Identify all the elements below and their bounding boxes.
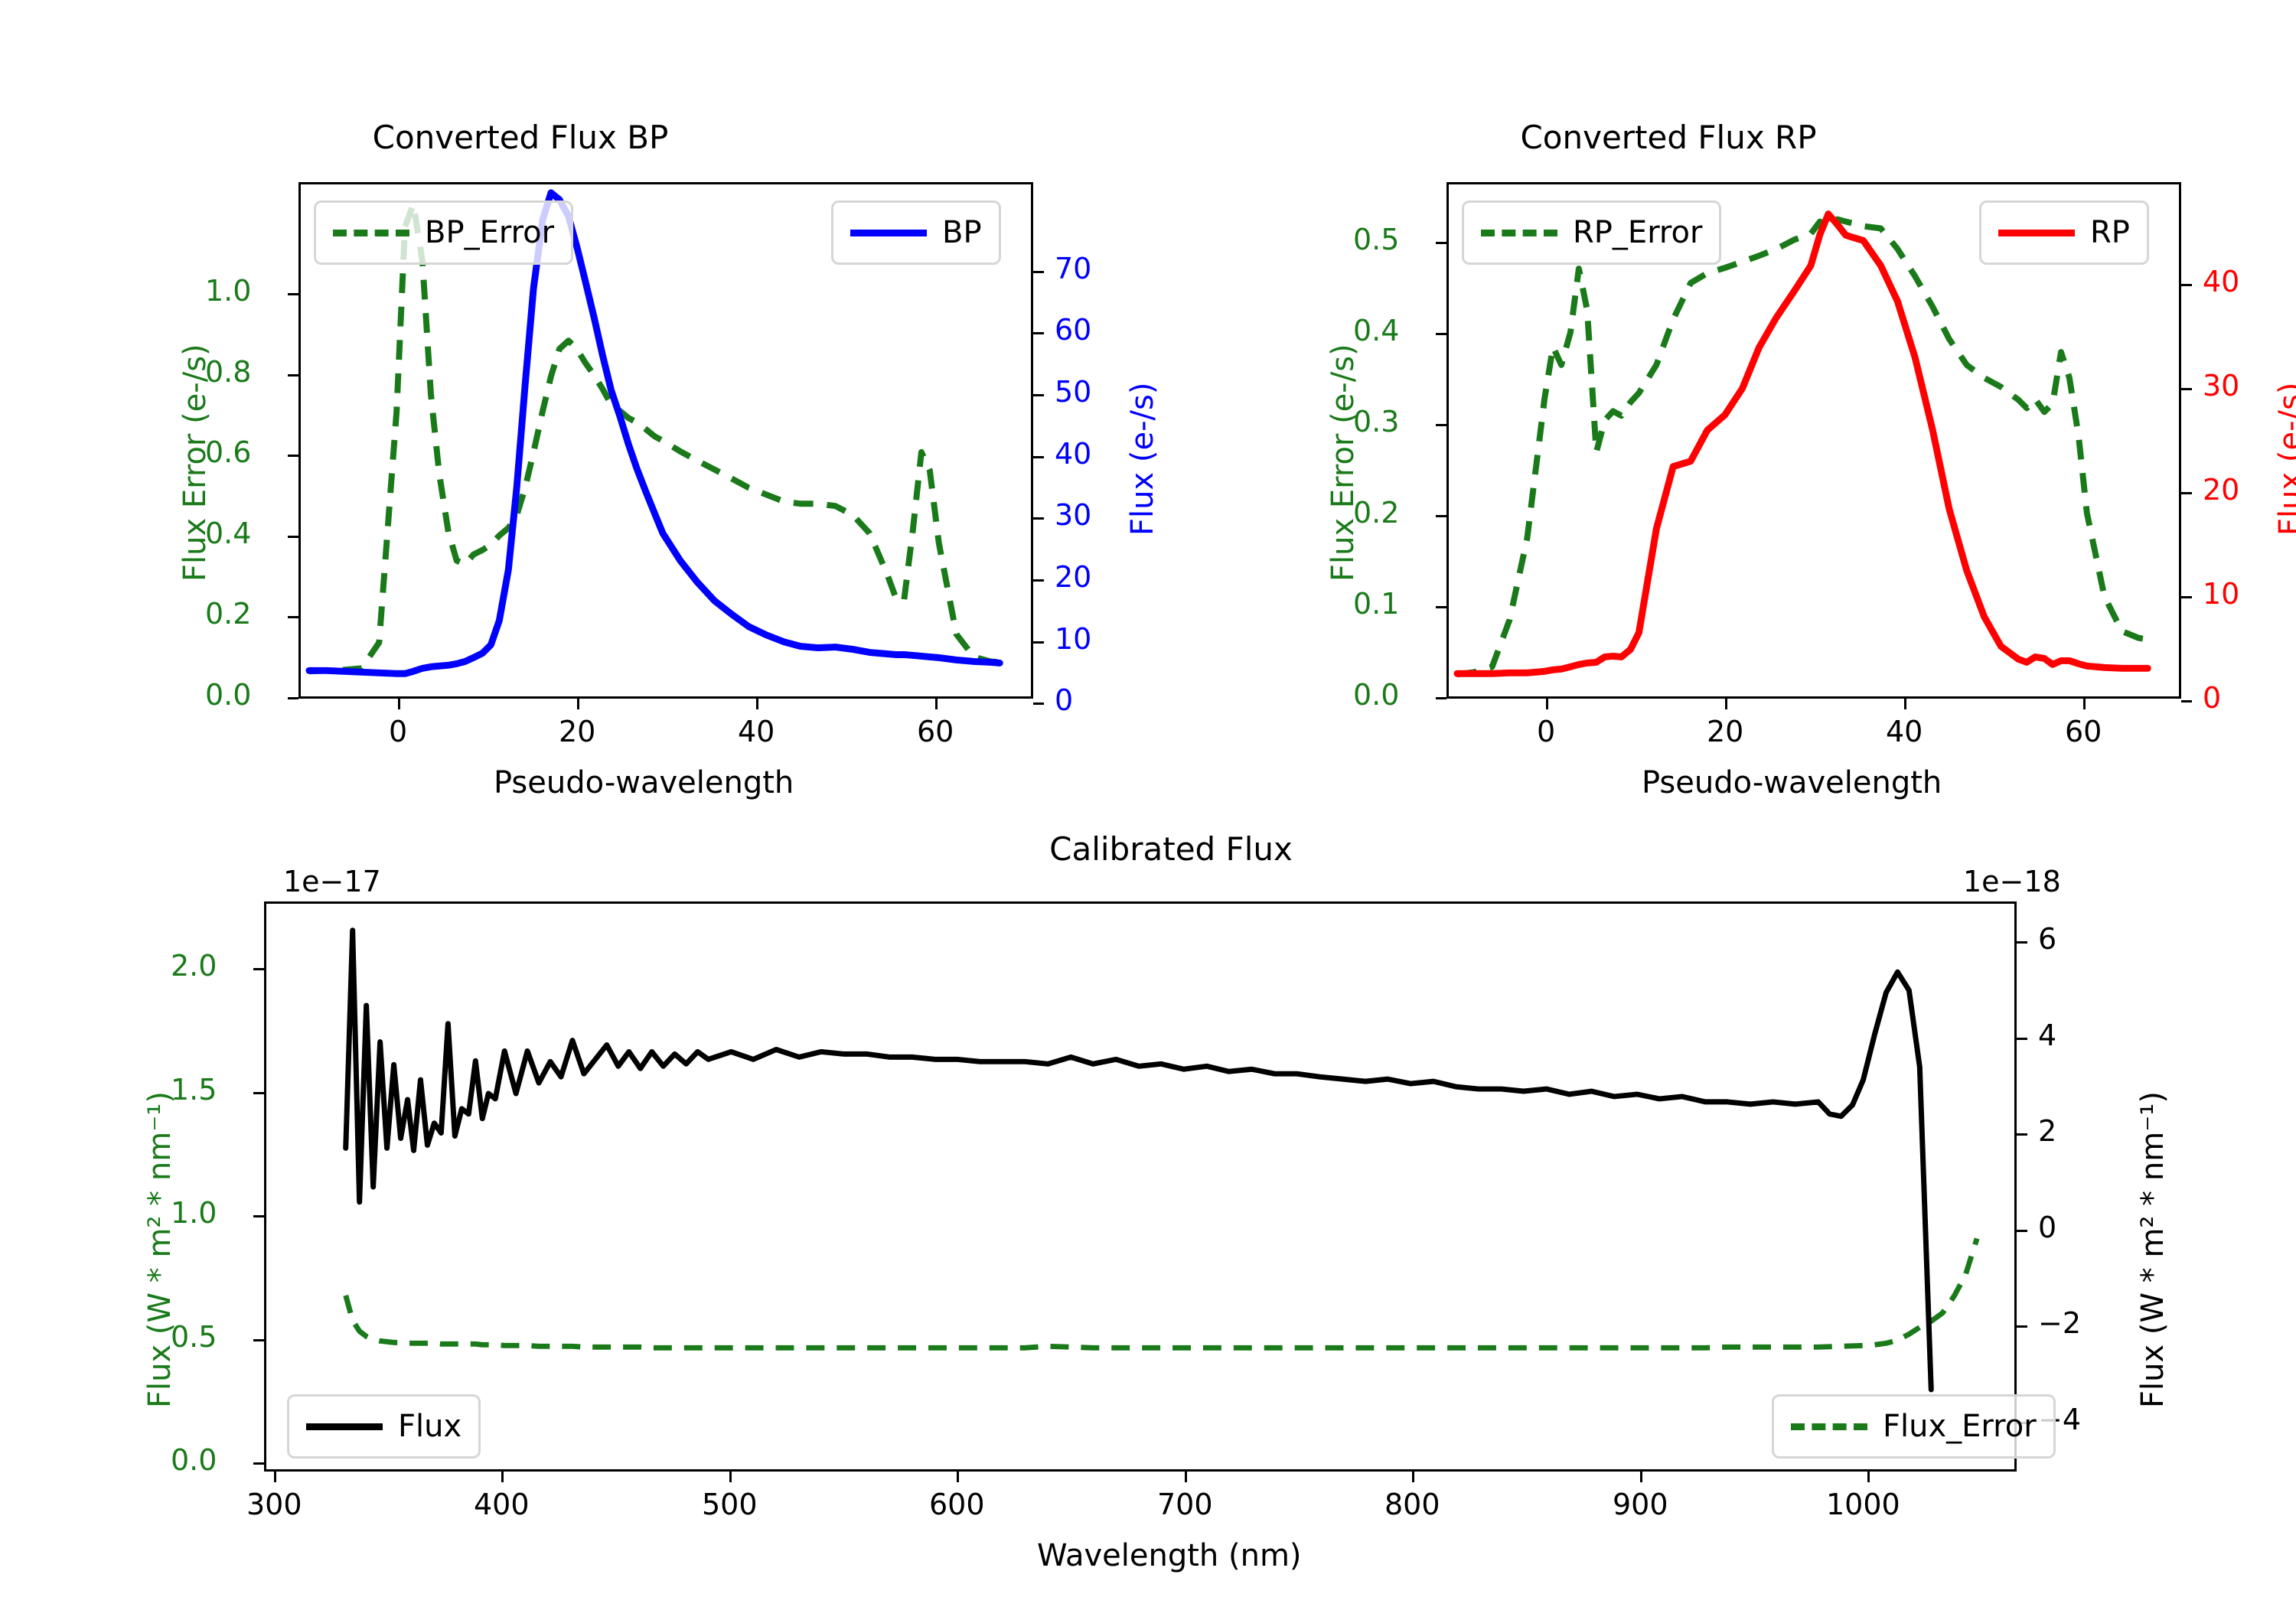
calibrated-ytick-left-0: 0.0 [171, 1443, 217, 1477]
rp-error-legend[interactable]: RP_Error [1462, 200, 1722, 265]
calibrated-xtick-1: 400 [474, 1488, 530, 1521]
calibrated-ytick-right-4: 4 [2038, 1019, 2057, 1052]
rp-xaxis-label: Pseudo-wavelength [1642, 765, 1942, 800]
bp-ytick-right-4: 40 [1055, 437, 1092, 471]
rp-ytick-left-1: 0.1 [1353, 587, 1400, 621]
calibrated-xtick-2: 500 [702, 1488, 758, 1521]
bp-error-line [308, 200, 1000, 675]
bp-axes [298, 182, 1033, 699]
rp-ytick-left-4: 0.4 [1353, 314, 1400, 347]
bp-ytick-left-1: 0.2 [205, 597, 252, 631]
rp-legend-label: RP [2090, 215, 2130, 250]
calibrated-ytick-left-2: 1.0 [171, 1196, 217, 1230]
rp-ytick-right-0: 0 [2203, 681, 2222, 715]
bp-plot-title: Converted Flux BP [372, 119, 669, 156]
bp-xtick-0: 0 [389, 715, 408, 748]
rp-ytick-left-2: 0.2 [1353, 496, 1400, 530]
calibrated-left-offset-text: 1e−17 [283, 865, 381, 898]
rp-ytick-right-1: 10 [2203, 577, 2240, 611]
calibrated-ytick-left-1: 0.5 [171, 1320, 217, 1354]
calibrated-ytick-left-3: 1.5 [171, 1073, 217, 1107]
bp-error-legend[interactable]: BP_Error [314, 200, 574, 265]
bp-yaxis-left-label: Flux Error (e-/s) [178, 344, 213, 582]
calibrated-plot-title: Calibrated Flux [1049, 830, 1293, 868]
bp-ytick-left-5: 1.0 [205, 274, 252, 308]
calibrated-xaxis-label: Wavelength (nm) [1037, 1538, 1302, 1573]
calibrated-ytick-right-1: −2 [2038, 1306, 2082, 1340]
calibrated-axes [264, 901, 2017, 1472]
bp-ytick-right-1: 10 [1055, 622, 1092, 656]
rp-ytick-left-0: 0.0 [1353, 678, 1400, 712]
rp-plot-title: Converted Flux RP [1520, 119, 1817, 156]
bp-ytick-left-3: 0.6 [205, 435, 252, 469]
rp-error-legend-swatch [1481, 229, 1557, 236]
calibrated-flux-error-legend-label: Flux_Error [1883, 1409, 2037, 1444]
rp-legend[interactable]: RP [1979, 200, 2149, 265]
bp-legend-swatch [850, 229, 927, 236]
rp-xtick-1: 20 [1707, 715, 1744, 748]
calibrated-xtick-0: 300 [246, 1488, 302, 1521]
bp-xaxis-label: Pseudo-wavelength [494, 765, 794, 800]
calibrated-xtick-3: 600 [929, 1488, 985, 1521]
calibrated-ytick-left-4: 2.0 [171, 949, 217, 983]
calibrated-flux-legend-label: Flux [398, 1409, 462, 1444]
rp-error-legend-label: RP_Error [1573, 215, 1703, 250]
calibrated-xtick-7: 1000 [1826, 1488, 1900, 1521]
calibrated-ytick-right-2: 0 [2038, 1211, 2057, 1244]
rp-ytick-right-2: 20 [2203, 473, 2240, 507]
rp-ytick-right-4: 40 [2203, 265, 2240, 298]
calibrated-flux-line [343, 927, 1934, 1393]
calibrated-xtick-5: 800 [1384, 1488, 1440, 1521]
calibrated-yaxis-left-label: Flux (W * m² * nm⁻¹) [142, 1091, 178, 1408]
bp-ytick-right-7: 70 [1055, 252, 1092, 285]
panel-converted-flux-rp: Converted Flux RP 0.0 0.1 0.2 0.3 0.4 0.… [1148, 0, 2296, 804]
calibrated-ytick-right-5: 6 [2038, 922, 2057, 956]
calibrated-ytick-right-3: 2 [2038, 1114, 2057, 1148]
rp-yaxis-right-label: Flux (e-/s) [2273, 382, 2296, 536]
rp-error-line [1456, 216, 2148, 678]
bp-ytick-right-6: 60 [1055, 313, 1092, 347]
bp-ytick-right-3: 30 [1055, 498, 1092, 532]
bp-ytick-left-0: 0.0 [205, 678, 252, 712]
bp-ytick-right-0: 0 [1055, 683, 1074, 717]
calibrated-plot-lines [343, 927, 1980, 1393]
bp-ytick-right-2: 20 [1055, 560, 1092, 594]
calibrated-xtick-6: 900 [1613, 1488, 1668, 1521]
calibrated-xtick-4: 700 [1157, 1488, 1213, 1521]
bp-xtick-1: 20 [559, 715, 596, 748]
bp-xtick-3: 60 [917, 715, 954, 748]
rp-xtick-0: 0 [1537, 715, 1556, 748]
rp-axes [1446, 182, 2181, 699]
calibrated-flux-legend-swatch [306, 1423, 383, 1430]
bp-xtick-2: 40 [738, 715, 775, 748]
bp-ytick-right-5: 50 [1055, 375, 1092, 409]
rp-ytick-right-3: 30 [2203, 369, 2240, 403]
calibrated-right-offset-text: 1e−18 [1963, 865, 2061, 898]
bp-flux-line [305, 189, 1003, 677]
rp-legend-swatch [1998, 229, 2075, 236]
panel-calibrated-flux: Calibrated Flux 1e−17 1e−18 0.0 0.5 1.0 … [0, 804, 2296, 1607]
calibrated-yaxis-right-label: Flux (W * m² * nm⁻¹) [2135, 1091, 2170, 1408]
bp-legend-label: BP [942, 215, 982, 250]
rp-flux-line [1453, 210, 2151, 677]
calibrated-flux-error-line [343, 1237, 1980, 1351]
panel-converted-flux-bp: Converted Flux BP 0.0 0.2 0.4 0.6 0.8 1.… [0, 0, 1160, 804]
bp-ytick-left-4: 0.8 [205, 355, 252, 389]
bp-legend[interactable]: BP [831, 200, 1001, 265]
rp-ytick-left-5: 0.5 [1353, 223, 1400, 256]
rp-plot-lines [1453, 210, 2151, 678]
calibrated-flux-legend[interactable]: Flux [287, 1394, 481, 1459]
rp-yaxis-left-label: Flux Error (e-/s) [1326, 344, 1361, 582]
bp-ytick-left-2: 0.4 [205, 517, 252, 550]
calibrated-flux-error-legend[interactable]: Flux_Error [1772, 1394, 2056, 1459]
rp-xtick-3: 60 [2065, 715, 2102, 748]
bp-plot-lines [305, 189, 1003, 677]
bp-error-legend-swatch [333, 229, 409, 236]
rp-xtick-2: 40 [1886, 715, 1923, 748]
calibrated-flux-error-legend-swatch [1791, 1423, 1867, 1430]
bp-error-legend-label: BP_Error [425, 215, 555, 250]
rp-ytick-left-3: 0.3 [1353, 405, 1400, 438]
